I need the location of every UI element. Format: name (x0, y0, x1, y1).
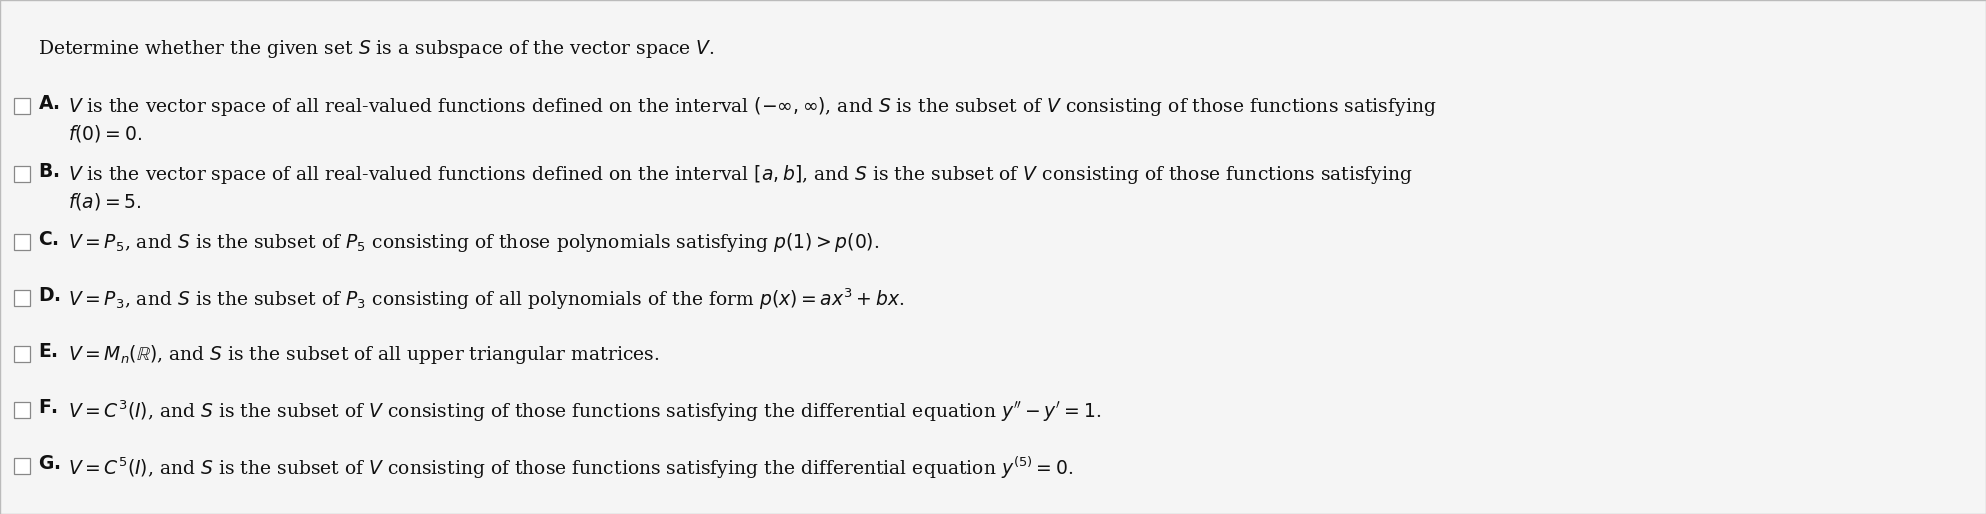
Text: $\mathbf{G.}$: $\mathbf{G.}$ (38, 455, 60, 473)
Bar (14, 458, 30, 474)
Text: $\mathbf{D.}$: $\mathbf{D.}$ (38, 287, 62, 305)
Text: $V$ is the vector space of all real-valued functions defined on the interval $[a: $V$ is the vector space of all real-valu… (68, 163, 1412, 186)
Bar (14, 290, 30, 306)
Text: $f(0) = 0.$: $f(0) = 0.$ (68, 123, 141, 144)
Text: $V = M_n(\mathbb{R})$, and $S$ is the subset of all upper triangular matrices.: $V = M_n(\mathbb{R})$, and $S$ is the su… (68, 343, 659, 366)
Text: $V = P_3$, and $S$ is the subset of $P_3$ consisting of all polynomials of the f: $V = P_3$, and $S$ is the subset of $P_3… (68, 287, 904, 313)
Bar (14, 98, 30, 114)
Text: $\mathbf{A.}$: $\mathbf{A.}$ (38, 95, 60, 113)
Text: $\mathbf{E.}$: $\mathbf{E.}$ (38, 343, 58, 361)
Text: $\mathbf{B.}$: $\mathbf{B.}$ (38, 163, 60, 181)
Text: Determine whether the given set $S$ is a subspace of the vector space $V$.: Determine whether the given set $S$ is a… (38, 38, 715, 60)
Bar (14, 346, 30, 362)
Text: $V = C^5(I)$, and $S$ is the subset of $V$ consisting of those functions satisfy: $V = C^5(I)$, and $S$ is the subset of $… (68, 455, 1072, 481)
Text: $V = C^3(I)$, and $S$ is the subset of $V$ consisting of those functions satisfy: $V = C^3(I)$, and $S$ is the subset of $… (68, 399, 1100, 425)
Text: $V$ is the vector space of all real-valued functions defined on the interval $(-: $V$ is the vector space of all real-valu… (68, 95, 1436, 118)
Bar (14, 166, 30, 182)
Text: $\mathbf{F.}$: $\mathbf{F.}$ (38, 399, 58, 417)
Bar (14, 234, 30, 250)
Bar (14, 402, 30, 418)
Text: $f(a) = 5.$: $f(a) = 5.$ (68, 191, 141, 212)
Text: $\mathbf{C.}$: $\mathbf{C.}$ (38, 231, 60, 249)
Text: $V = P_5$, and $S$ is the subset of $P_5$ consisting of those polynomials satisf: $V = P_5$, and $S$ is the subset of $P_5… (68, 231, 880, 254)
